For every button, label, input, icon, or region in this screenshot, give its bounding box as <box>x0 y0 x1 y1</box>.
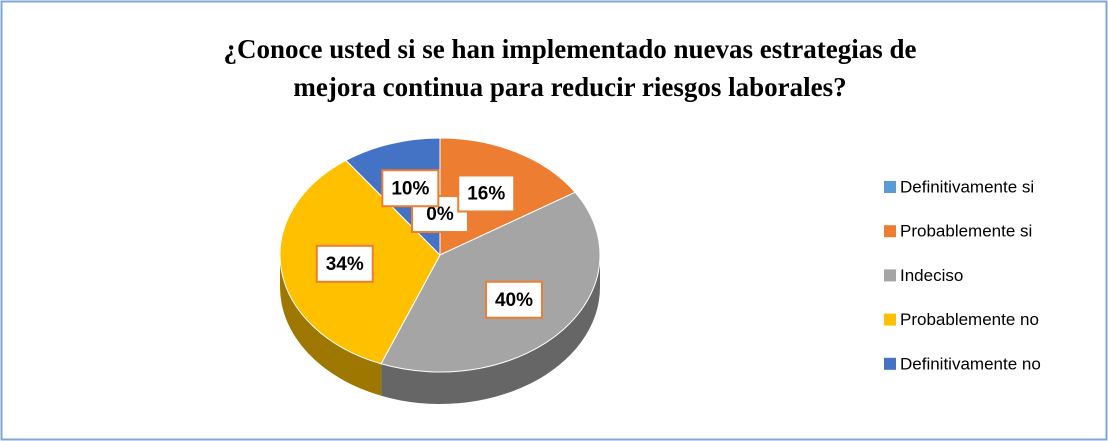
legend-label: Indeciso <box>900 266 963 285</box>
value-label-box <box>484 280 543 319</box>
legend-swatch <box>884 181 896 193</box>
legend-swatch <box>884 269 896 282</box>
value-label: 16% <box>467 183 505 204</box>
chart-title: ¿Conoce usted si se han implementado nue… <box>224 34 917 102</box>
value-label: 0% <box>426 204 454 225</box>
legend-swatch <box>884 357 896 370</box>
slice-side <box>381 255 600 404</box>
slice-side <box>280 255 382 396</box>
legend-label: Probablemente si <box>900 222 1032 241</box>
value-label-box <box>381 169 440 208</box>
value-label: 34% <box>326 254 364 275</box>
legend-swatch <box>884 225 896 238</box>
value-label: 10% <box>391 178 429 199</box>
value-label-box <box>457 174 516 213</box>
legend: Definitivamente si Probablemente si Indeci… <box>884 177 1041 373</box>
legend-label: Probablemente no <box>900 310 1039 329</box>
legend-label: Definitivamente si <box>900 177 1034 196</box>
legend-swatch <box>884 313 896 326</box>
value-labels: 0% 16% 40% 34% 10% <box>315 169 543 319</box>
value-label: 40% <box>495 290 533 311</box>
legend-label: Definitivamente no <box>900 354 1041 373</box>
value-label-box <box>315 244 374 283</box>
